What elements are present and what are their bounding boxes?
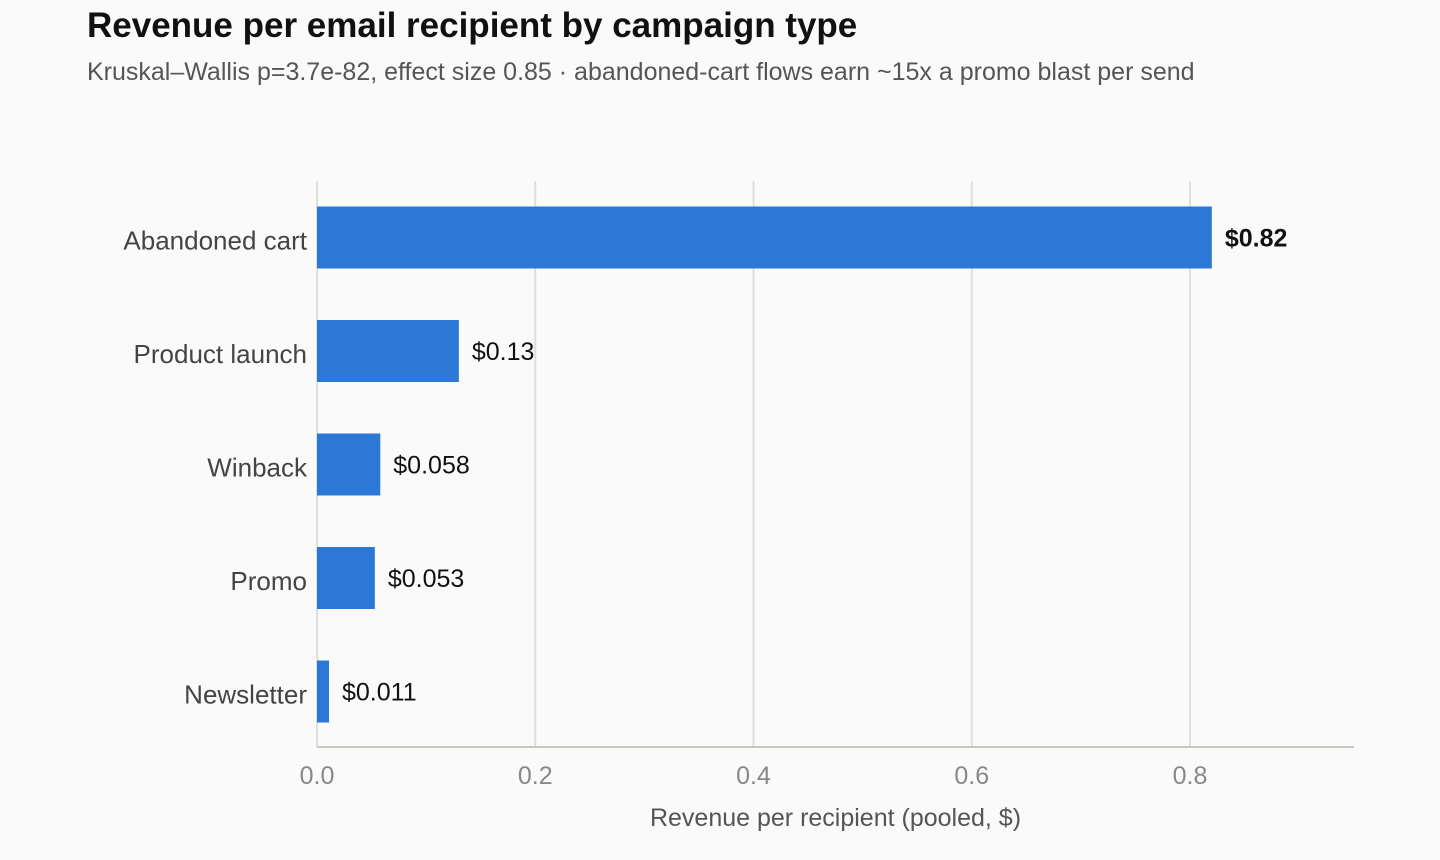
- category-label: Product launch: [134, 339, 307, 369]
- bar: [317, 206, 1212, 269]
- x-tick-label: 0.2: [518, 762, 553, 790]
- bar-layer: [317, 206, 1212, 723]
- label-layer: 0.0 0.2 0.4 0.6 0.8 Abandoned cart $0.82 Produc…: [123, 225, 1287, 791]
- bar: [317, 547, 375, 609]
- x-tick-label: 0.6: [954, 762, 989, 790]
- category-label: Abandoned cart: [123, 226, 307, 256]
- x-axis-title: Revenue per recipient (pooled, $): [650, 804, 1021, 832]
- value-label: $0.058: [393, 452, 469, 480]
- x-tick-label: 0.4: [736, 762, 771, 790]
- x-tick-label: 0.0: [300, 762, 335, 790]
- chart-subtitle: Kruskal–Wallis p=3.7e-82, effect size 0.…: [87, 58, 1195, 86]
- x-tick-label: 0.8: [1173, 762, 1208, 790]
- value-label: $0.13: [472, 338, 535, 366]
- category-label: Promo: [230, 566, 307, 596]
- value-label: $0.053: [388, 565, 464, 593]
- category-label: Newsletter: [184, 680, 307, 710]
- bar: [317, 660, 330, 723]
- bar: [317, 320, 459, 382]
- chart-title: Revenue per email recipient by campaign …: [87, 6, 858, 45]
- value-label: $0.82: [1225, 225, 1288, 253]
- value-label: $0.011: [342, 679, 417, 707]
- bar: [317, 433, 381, 496]
- category-label: Winback: [207, 453, 308, 483]
